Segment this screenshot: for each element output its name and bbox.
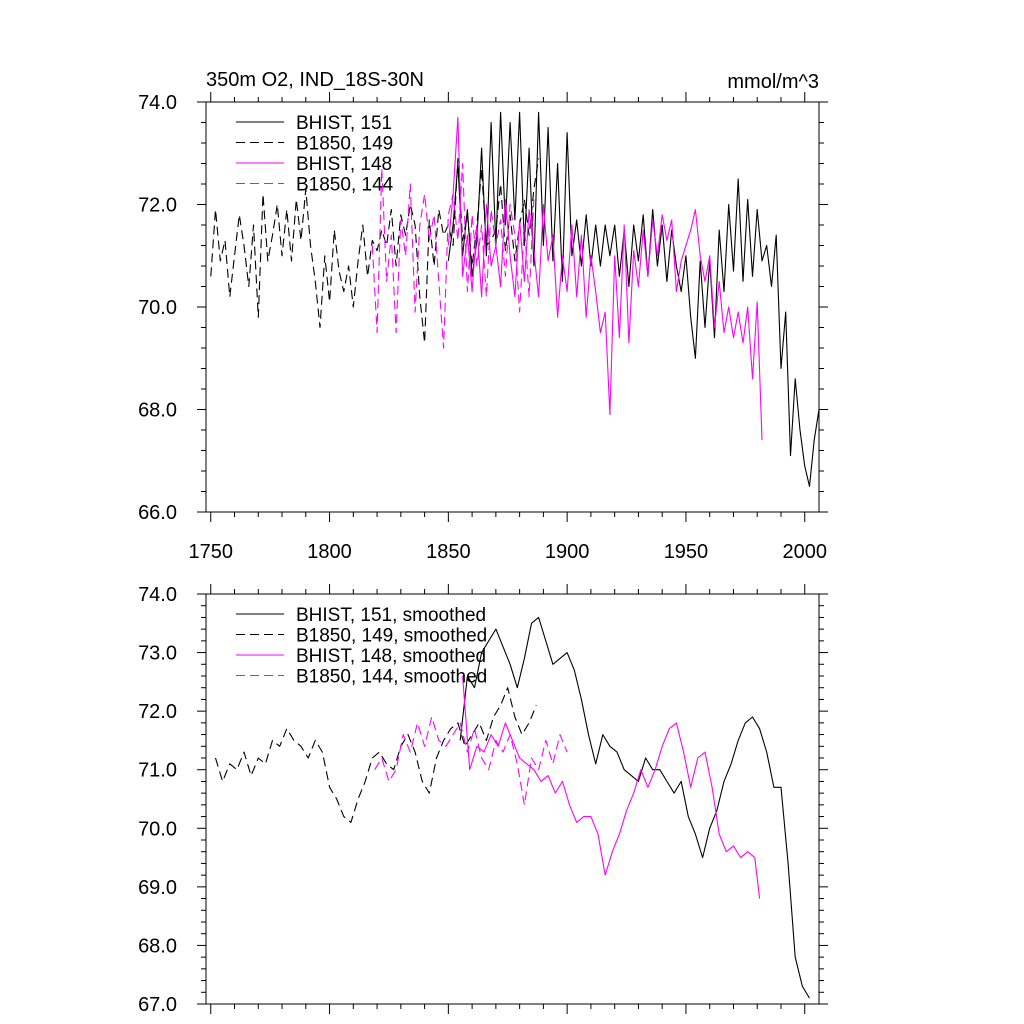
series-line-3 xyxy=(462,675,761,899)
legend-label: B1850, 149 xyxy=(296,134,393,155)
x-tick-label: 1900 xyxy=(545,541,590,563)
y-tick-label: 67.0 xyxy=(138,994,177,1016)
bottom-series-group xyxy=(214,616,810,999)
legend-label: BHIST, 148, smoothed xyxy=(296,646,486,667)
series-line-2 xyxy=(214,687,537,823)
y-tick-label: 70.0 xyxy=(138,818,177,840)
legend-label: B1850, 149, smoothed xyxy=(296,626,487,647)
legend-label: BHIST, 148 xyxy=(296,154,392,175)
y-tick-label: 70.0 xyxy=(138,297,177,319)
units-label: mmol/m^3 xyxy=(727,71,819,93)
x-tick-label: 1800 xyxy=(307,541,352,563)
y-tick-label: 68.0 xyxy=(138,400,177,422)
top-series-group xyxy=(210,111,820,487)
series-line-2 xyxy=(210,157,540,344)
y-tick-label: 68.0 xyxy=(138,935,177,957)
x-tick-label: 1950 xyxy=(664,541,709,563)
x-tick-label: 1750 xyxy=(189,541,234,563)
y-tick-label: 72.0 xyxy=(138,701,177,723)
y-tick-label: 66.0 xyxy=(138,502,177,524)
legend-label: B1850, 144, smoothed xyxy=(296,667,487,688)
legend-label: BHIST, 151, smoothed xyxy=(296,605,486,626)
y-tick-label: 73.0 xyxy=(138,643,177,665)
bottom-axis-ticks: 67.0 68.0 69.0 70.0 71.0 72.0 73.0 74.0 xyxy=(138,584,828,1016)
x-tick-label: 2000 xyxy=(782,541,827,563)
legend-label: BHIST, 151 xyxy=(296,113,392,134)
series-line-1 xyxy=(447,111,820,487)
chart-title: 350m O2, IND_18S-30N xyxy=(206,69,424,91)
top-axis-ticks: 66.0 68.0 70.0 72.0 74.0 1750 1800 1850 1900 1950… xyxy=(138,92,828,563)
y-tick-label: 71.0 xyxy=(138,760,177,782)
legend-label: B1850, 144 xyxy=(296,175,394,196)
series-line-4 xyxy=(371,162,535,349)
y-tick-label: 74.0 xyxy=(138,92,177,114)
bottom-plot-frame xyxy=(205,593,820,1005)
y-tick-label: 72.0 xyxy=(138,195,177,217)
y-tick-label: 69.0 xyxy=(138,877,177,899)
y-tick-label: 74.0 xyxy=(138,584,177,606)
x-tick-label: 1850 xyxy=(426,541,471,563)
series-line-4 xyxy=(374,716,568,806)
series-line-1 xyxy=(459,616,810,999)
series-line-3 xyxy=(447,116,763,441)
